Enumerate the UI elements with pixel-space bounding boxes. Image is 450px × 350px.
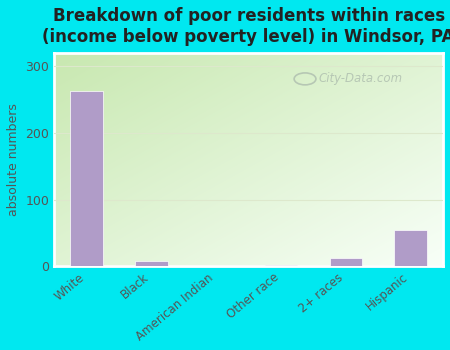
Title: Breakdown of poor residents within races
(income below poverty level) in Windsor: Breakdown of poor residents within races… [42,7,450,46]
Bar [135,261,168,266]
Bar [330,258,362,266]
Bar [395,230,427,266]
Text: City-Data.com: City-Data.com [319,72,403,85]
Y-axis label: absolute numbers: absolute numbers [7,103,20,216]
Bar [71,91,103,266]
Bar [265,265,297,266]
